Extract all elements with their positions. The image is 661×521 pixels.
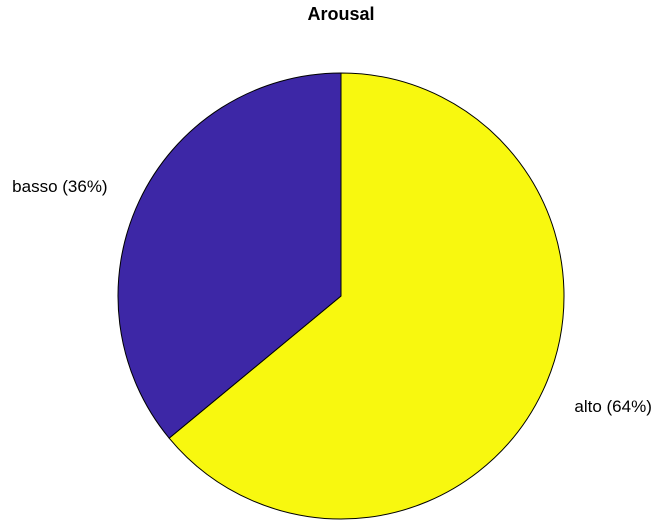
- pie-slices: [117, 72, 565, 520]
- pie-slice-1: [117, 72, 342, 439]
- pie-labels: alto (64%) basso (36%): [12, 177, 652, 416]
- pie-slice-label-0: alto (64%): [574, 397, 651, 416]
- chart-title: Arousal: [307, 4, 374, 24]
- pie-slice-0: [168, 72, 565, 520]
- pie-slice-label-1: basso (36%): [12, 177, 107, 196]
